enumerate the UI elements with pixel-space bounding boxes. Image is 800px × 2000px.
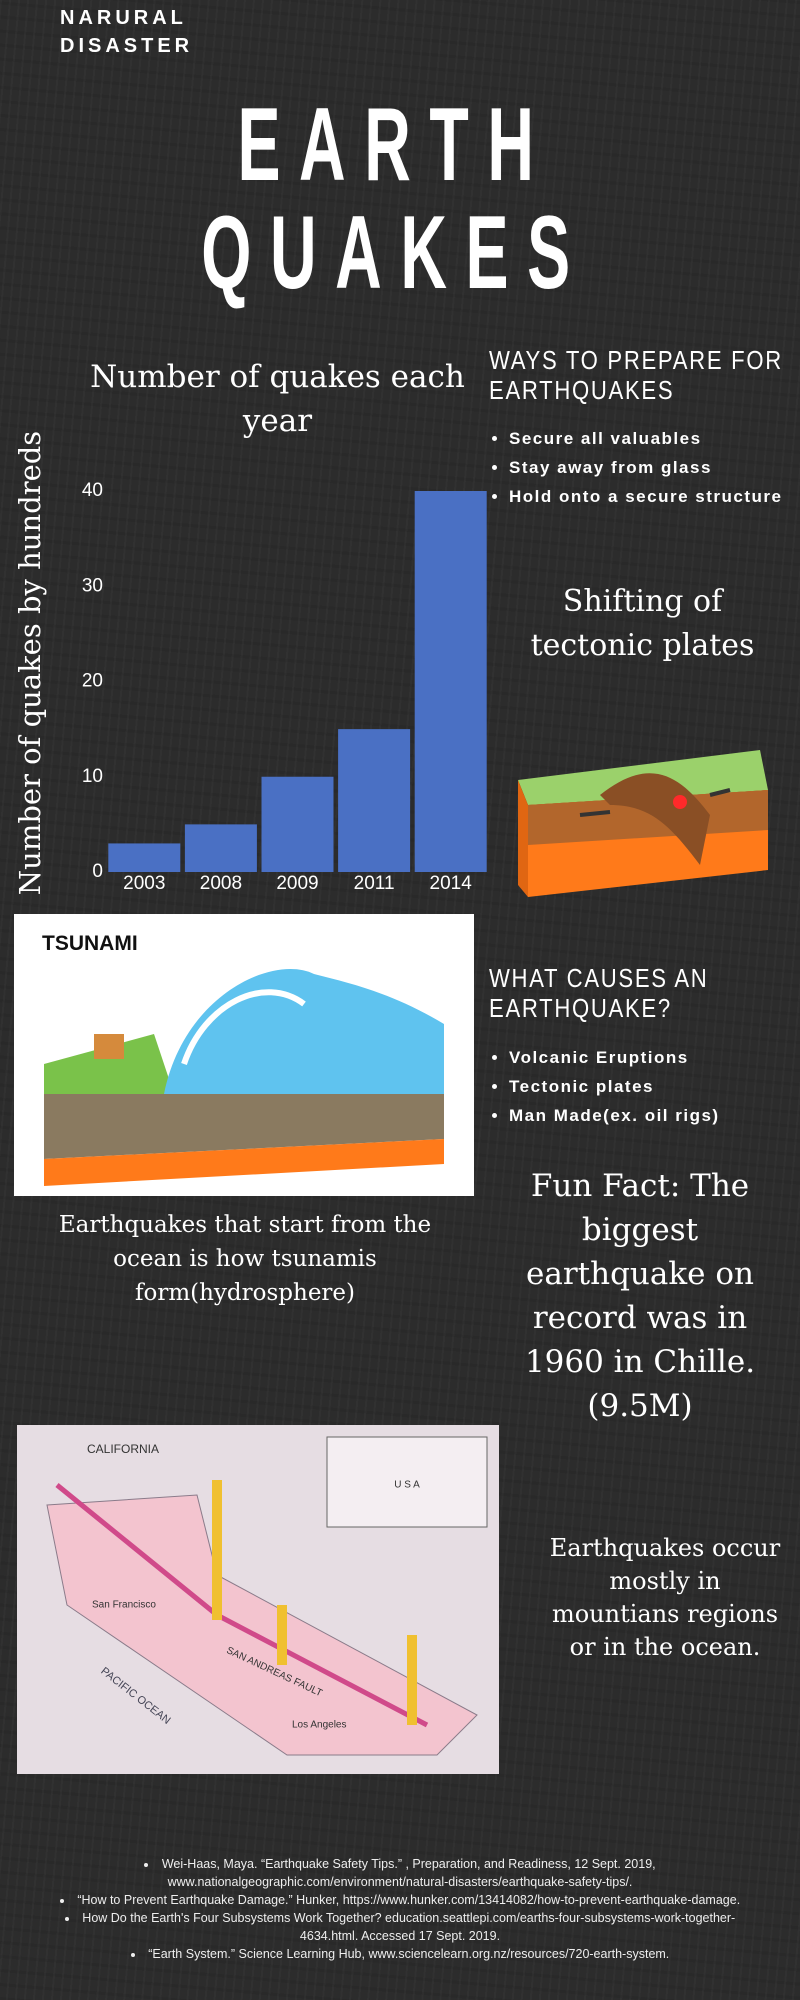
x-tick-label: 2009 [276,873,318,894]
tsunami-drawing [44,969,444,1186]
x-tick-label: 2011 [354,873,395,894]
map-image: U S A CALIFORNIA San Francisco Los Angel… [17,1425,499,1774]
map-label: CALIFORNIA [87,1442,159,1456]
caption: Shifting of tectonic plates [530,584,755,663]
bar [261,776,334,872]
tectonic-image [518,750,768,897]
y-tick-label: 20 [82,671,103,692]
y-tick-label: 40 [82,480,103,501]
y-axis-label: Number of quakes by hundreds [13,431,47,895]
tsunami-image: TSUNAMI [14,914,474,1196]
image-label: TSUNAMI [42,932,138,955]
kicker: NARURAL DISASTER [60,7,194,57]
y-tick-label: 10 [82,766,103,787]
bullet-item: Secure all valuables [509,424,800,453]
reference: “Earth System.” Science Learning Hub, ww… [40,1945,760,1963]
map-label: U S A [394,1480,420,1491]
section-heading: WAYS TO PREPARE FOR EARTHQUAKES [489,345,783,405]
chart: Number of quakes by hundreds 0 10 20 30 40 20… [13,431,487,895]
map-label: Los Angeles [292,1720,347,1731]
caption: Earthquakes occur mostly in mountians re… [549,1534,781,1661]
bullet-item: Stay away from glass [509,453,800,482]
map-label: San Francisco [92,1600,156,1611]
chart-title: Number of quakes each year [90,359,465,439]
references: Wei-Haas, Maya. “Earthquake Safety Tips.… [40,1855,760,1963]
bar [184,824,257,872]
reference: How Do the Earth's Four Subsystems Work … [40,1909,760,1945]
section-heading: WHAT CAUSES AN EARTHQUAKE? [489,963,709,1023]
x-tick-label: 2008 [200,873,242,894]
bullet-item: Man Made(ex. oil rigs) [509,1101,800,1130]
x-tick-label: 2014 [430,873,473,894]
title: EARTH [237,87,553,203]
map-drawing: U S A CALIFORNIA San Francisco Los Angel… [46,1436,488,1756]
reference: Wei-Haas, Maya. “Earthquake Safety Tips.… [40,1855,760,1891]
fun-fact: Fun Fact: The biggest earthquake on reco… [524,1168,756,1424]
bullet-list: Volcanic EruptionsTectonic platesMan Mad… [489,1043,800,1130]
bullet-item: Hold onto a secure structure [509,482,800,511]
title: QUAKES [201,195,589,311]
bar [414,491,487,872]
y-tick-label: 30 [82,575,103,596]
x-tick-label: 2003 [123,873,165,894]
bar [108,843,181,872]
reference: “How to Prevent Earthquake Damage.” Hunk… [40,1891,760,1909]
bar [338,729,411,872]
caption: Earthquakes that start from the ocean is… [58,1212,432,1306]
map-label: PACIFIC OCEAN [98,1665,172,1727]
y-tick-label: 0 [92,861,103,882]
bullet-list: Secure all valuablesStay away from glass… [489,424,800,511]
bullet-item: Volcanic Eruptions [509,1043,800,1072]
bullet-item: Tectonic plates [509,1072,800,1101]
